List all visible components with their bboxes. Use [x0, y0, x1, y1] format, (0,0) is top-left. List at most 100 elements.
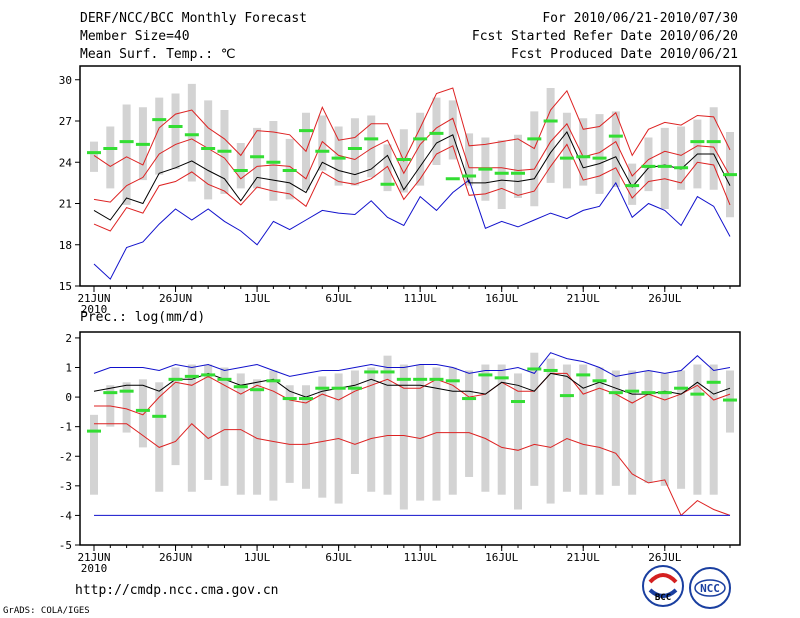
- median-mark: [119, 389, 134, 393]
- median-mark: [331, 386, 346, 390]
- spread-box: [171, 93, 180, 170]
- variable-label: Mean Surf. Temp.: ℃: [80, 47, 236, 62]
- median-mark: [201, 373, 216, 377]
- x-tick-label: 1JUL: [244, 551, 271, 564]
- spread-box: [644, 370, 653, 483]
- y-tick-label: 24: [59, 156, 73, 169]
- svg-text:NCC: NCC: [700, 582, 720, 595]
- median-mark: [625, 184, 640, 188]
- x-tick-label: 26JUN: [159, 551, 192, 564]
- spread-box: [595, 367, 604, 495]
- median-mark: [184, 374, 199, 378]
- spread-box: [187, 364, 196, 492]
- spread-box: [611, 370, 620, 486]
- median-mark: [135, 142, 150, 146]
- x-tick-label: 26JUL: [648, 551, 681, 564]
- y-tick-label: -3: [59, 480, 72, 493]
- x-tick-label: 11JUL: [404, 551, 437, 564]
- median-mark: [527, 367, 542, 371]
- median-mark: [217, 377, 232, 381]
- spread-box: [416, 364, 425, 501]
- median-mark: [429, 377, 444, 381]
- spread-box: [660, 127, 669, 209]
- median-mark: [152, 118, 167, 122]
- median-mark: [266, 379, 281, 383]
- plot-frame: [79, 65, 741, 287]
- spread-box: [269, 370, 278, 501]
- median-mark: [674, 386, 689, 390]
- median-mark: [511, 171, 525, 175]
- spread-box: [416, 112, 425, 186]
- spread-box: [432, 367, 441, 501]
- mean-line: [93, 131, 731, 221]
- spread-box: [546, 358, 555, 504]
- median-mark: [119, 140, 134, 144]
- precipitation-panel: -5 -4 -3 -2 -1 0 1 2 21JUN 26JUN 1JUL 6JUL 11JUL 16JU…: [59, 331, 741, 575]
- median-mark: [347, 147, 362, 150]
- grads-credit: GrADS: COLA/IGES: [3, 606, 90, 616]
- median-mark: [413, 377, 428, 381]
- median-mark: [364, 370, 379, 374]
- x-tick-label: 21JUN: [77, 551, 110, 564]
- median-mark: [87, 429, 101, 433]
- spread-box: [579, 364, 588, 495]
- spread-box: [530, 111, 539, 207]
- median-mark: [723, 398, 737, 402]
- spread-box: [106, 126, 115, 189]
- median-mark: [543, 119, 558, 123]
- produced-date: Fcst Produced Date 2010/06/21: [511, 47, 738, 62]
- refer-date: Fcst Started Refer Date 2010/06/20: [471, 29, 738, 44]
- spread-box: [448, 100, 457, 160]
- spread-box: [187, 83, 196, 182]
- plot-frame: [79, 331, 741, 546]
- x-tick-label: 1JUL: [244, 292, 271, 305]
- median-mark: [641, 391, 656, 395]
- median-mark: [527, 137, 542, 141]
- y-tick-label: -5: [59, 539, 72, 552]
- median-mark: [364, 137, 379, 141]
- spread-box: [350, 370, 359, 474]
- max-line: [93, 352, 731, 377]
- spread-box: [432, 97, 441, 165]
- y-tick-label: -4: [59, 509, 73, 522]
- spread-box: [171, 367, 180, 466]
- spread-box: [367, 115, 376, 178]
- median-mark: [135, 408, 150, 412]
- median-mark: [641, 164, 656, 168]
- spread-box: [465, 133, 474, 186]
- median-mark: [250, 155, 265, 159]
- spread-box: [253, 379, 262, 495]
- spread-box: [448, 367, 457, 495]
- median-mark: [396, 158, 411, 161]
- x-tick-label: 16JUL: [485, 551, 518, 564]
- spread-box: [530, 352, 539, 486]
- spread-box: [318, 376, 327, 498]
- median-mark: [103, 391, 118, 395]
- median-mark: [494, 376, 509, 380]
- median-mark: [282, 397, 297, 401]
- median-mark: [462, 174, 477, 178]
- spread-box: [90, 414, 98, 495]
- median-mark: [152, 414, 167, 418]
- median-mark: [690, 392, 705, 396]
- median-mark: [478, 167, 493, 171]
- y-tick-label: 1: [65, 362, 72, 375]
- median-mark: [380, 182, 395, 186]
- median-mark: [233, 169, 248, 172]
- median-mark: [462, 397, 477, 401]
- median-mark: [87, 151, 101, 155]
- x-tick-label: 21JUL: [567, 551, 600, 564]
- median-mark: [511, 400, 525, 404]
- spread-box: [481, 364, 490, 492]
- median-mark: [331, 156, 346, 160]
- spread-box: [138, 379, 147, 448]
- spread-box: [514, 373, 522, 510]
- median-mark: [299, 397, 313, 401]
- spread-box: [318, 115, 327, 171]
- spread-box: [334, 126, 343, 186]
- median-mark: [478, 373, 493, 377]
- lower-line: [94, 422, 731, 517]
- spread-box: [350, 118, 359, 186]
- y-tick-label: 18: [59, 239, 72, 252]
- median-mark: [674, 166, 689, 170]
